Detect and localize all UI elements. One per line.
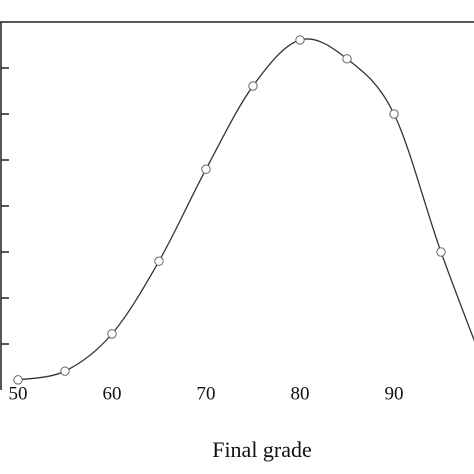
point xyxy=(389,109,399,119)
point xyxy=(201,164,211,174)
point xyxy=(248,81,258,91)
x-tick-label: 90 xyxy=(385,383,404,404)
point xyxy=(295,35,305,45)
point xyxy=(342,54,352,64)
x-tick-label: 80 xyxy=(291,383,310,404)
x-axis-label: Final grade xyxy=(212,437,312,462)
point xyxy=(436,247,446,257)
x-tick-label: 60 xyxy=(103,383,122,404)
curve xyxy=(17,38,474,381)
x-tick-label: 70 xyxy=(197,383,216,404)
point xyxy=(13,375,23,385)
point xyxy=(60,366,70,376)
point xyxy=(154,256,164,266)
point xyxy=(107,329,117,339)
x-tick-label: 50 xyxy=(9,383,28,404)
